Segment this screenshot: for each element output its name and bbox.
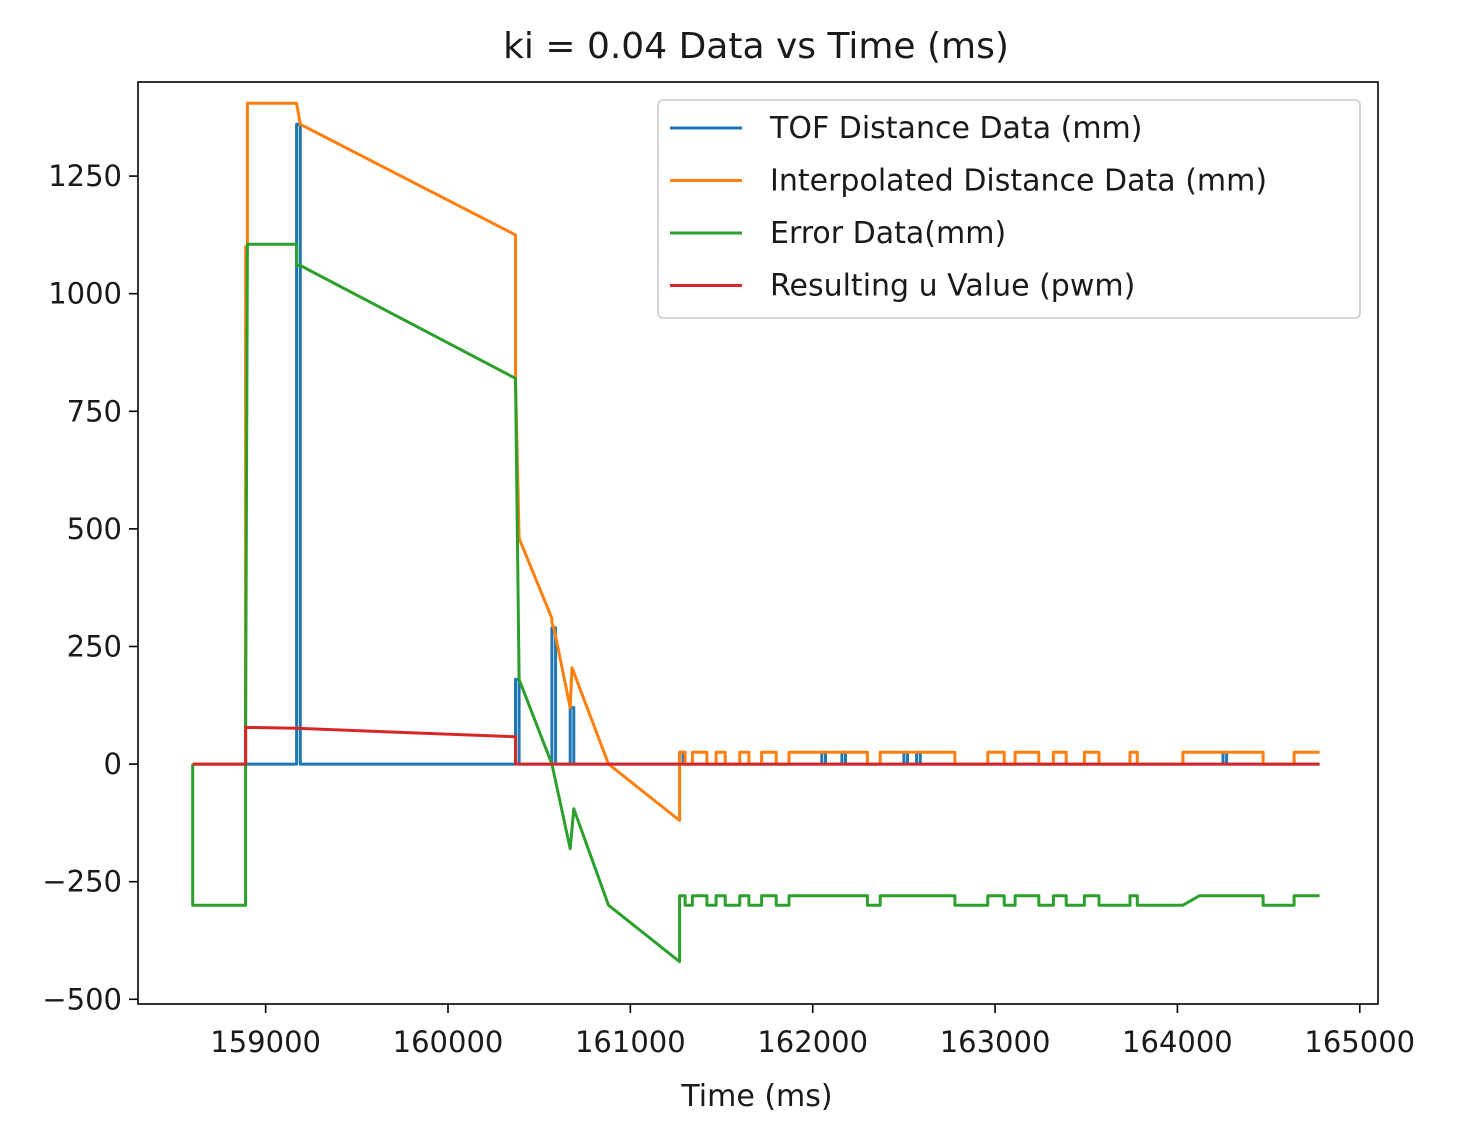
axes-frame: [137, 81, 1379, 1005]
plot-area: [191, 101, 1320, 964]
x-tick-label: 161000: [575, 1025, 686, 1059]
y-tick-label: 1250: [48, 159, 122, 193]
y-tick-label: 0: [104, 747, 122, 781]
chart-title: ki = 0.04 Data vs Time (ms): [503, 26, 1009, 67]
y-tick-label: 250: [67, 629, 122, 663]
x-tick-label: 165000: [1304, 1025, 1415, 1059]
legend-box: [657, 99, 1361, 319]
y-tick-label: −500: [42, 982, 122, 1016]
legend-label: Error Data(mm): [770, 216, 1006, 251]
y-tick-label: 1000: [48, 277, 122, 311]
legend: TOF Distance Data (mm) Interpolated Dista…: [657, 99, 1361, 319]
y-axis: −500 −250 0 250 500 750 1000 1250: [42, 159, 138, 1016]
legend-label: Resulting u Value (pwm): [770, 269, 1135, 304]
series-line-2: [191, 242, 1320, 964]
x-axis-label: Time (ms): [680, 1079, 832, 1114]
y-tick-label: 500: [67, 512, 122, 546]
x-axis: 159000 160000 161000 162000 163000 164000 1650…: [210, 1004, 1415, 1059]
series-line-3: [192, 725, 1320, 766]
y-tick-label: −250: [42, 865, 122, 899]
legend-label: Interpolated Distance Data (mm): [770, 164, 1267, 199]
y-tick-label: 750: [67, 394, 122, 428]
legend-label: TOF Distance Data (mm): [769, 111, 1142, 146]
x-tick-label: 164000: [1122, 1025, 1233, 1059]
x-tick-label: 159000: [210, 1025, 321, 1059]
x-tick-label: 163000: [940, 1025, 1051, 1059]
x-tick-label: 162000: [757, 1025, 868, 1059]
x-tick-label: 160000: [393, 1025, 504, 1059]
